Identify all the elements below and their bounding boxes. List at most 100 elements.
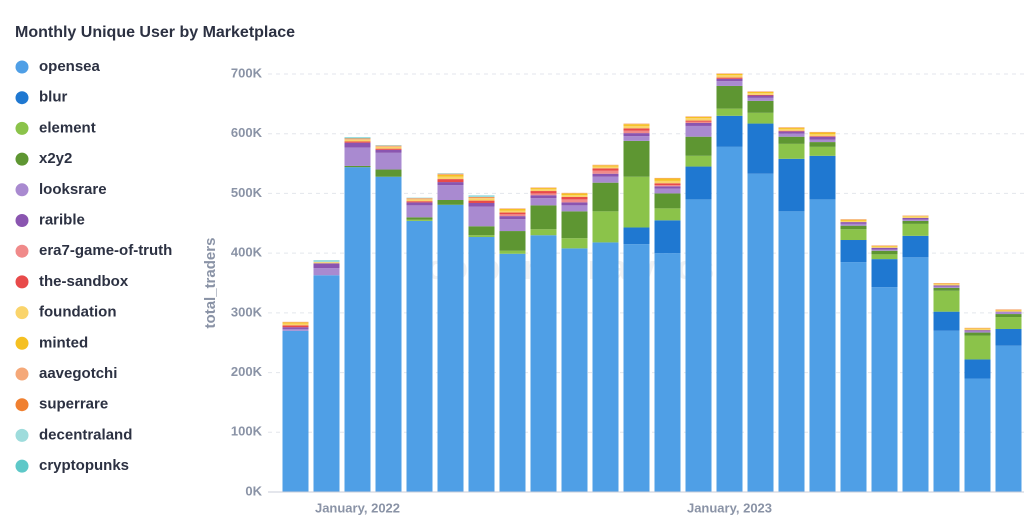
legend-swatch bbox=[15, 459, 29, 473]
bar-segment bbox=[561, 199, 588, 203]
bar-segment bbox=[623, 244, 650, 492]
bar-segment bbox=[995, 310, 1022, 312]
bar-segment bbox=[747, 94, 774, 96]
bar-segment bbox=[902, 223, 929, 236]
legend-swatch bbox=[15, 121, 29, 135]
bar-segment bbox=[902, 216, 929, 218]
bar-segment bbox=[592, 168, 619, 171]
legend-swatch bbox=[15, 244, 29, 258]
y-tick-label: 100K bbox=[231, 424, 263, 439]
bar-segment bbox=[406, 199, 433, 202]
bar-segment bbox=[344, 142, 371, 148]
legend-swatch bbox=[15, 91, 29, 105]
bar-segment bbox=[902, 220, 929, 224]
bar-segment bbox=[282, 321, 309, 323]
bar-segment bbox=[592, 242, 619, 492]
bar-segment bbox=[468, 200, 495, 203]
bar-segment bbox=[809, 136, 836, 140]
bar-segment bbox=[995, 345, 1022, 492]
bar-segment bbox=[468, 198, 495, 201]
bar-segment bbox=[406, 220, 433, 492]
bar-segment bbox=[344, 138, 371, 140]
bar-segment bbox=[437, 173, 464, 174]
bar-segment bbox=[840, 219, 867, 220]
bar-segment bbox=[654, 208, 681, 221]
bar-segment bbox=[840, 240, 867, 263]
legend-swatch bbox=[15, 306, 29, 320]
bar-segment bbox=[747, 91, 774, 94]
bar-segment bbox=[716, 74, 743, 76]
bar-segment bbox=[437, 179, 464, 183]
bar-segment bbox=[747, 93, 774, 95]
bar-segment bbox=[375, 146, 402, 149]
y-tick-label: 200K bbox=[231, 364, 263, 379]
x-tick-label: January, 2023 bbox=[687, 500, 772, 515]
bar-segment bbox=[778, 127, 805, 128]
bar-segment bbox=[406, 205, 433, 218]
bar-segment bbox=[716, 146, 743, 492]
bar-segment bbox=[654, 186, 681, 189]
bar-segment bbox=[468, 197, 495, 199]
bar-segment bbox=[964, 328, 991, 331]
bar-segment bbox=[561, 202, 588, 206]
bar-segment bbox=[282, 327, 309, 329]
y-tick-label: 500K bbox=[231, 185, 263, 200]
legend-swatch bbox=[15, 60, 29, 74]
y-axis-title: total_traders bbox=[202, 238, 219, 329]
bar-segment bbox=[840, 229, 867, 241]
bar-segment bbox=[592, 176, 619, 183]
legend-label: cryptopunks bbox=[39, 457, 129, 474]
bar-segment bbox=[437, 204, 464, 492]
bar-segment bbox=[685, 116, 712, 117]
bar-segment bbox=[964, 331, 991, 333]
bar-segment bbox=[561, 211, 588, 239]
bar-segment bbox=[592, 182, 619, 212]
bar-segment bbox=[623, 124, 650, 126]
bar-segment bbox=[313, 275, 340, 492]
bar-segment bbox=[871, 249, 898, 251]
bar-segment bbox=[530, 189, 557, 192]
bar-segment bbox=[406, 202, 433, 206]
bar-segment bbox=[282, 323, 309, 326]
bar-segment bbox=[840, 222, 867, 224]
bar-segment bbox=[995, 312, 1022, 315]
bar-segment bbox=[778, 130, 805, 132]
bar-segment bbox=[592, 164, 619, 166]
bar-segment bbox=[313, 263, 340, 269]
bar-segment bbox=[344, 139, 371, 142]
bar-segment bbox=[623, 140, 650, 177]
bar-segment bbox=[995, 317, 1022, 329]
legend-label: element bbox=[39, 119, 96, 136]
legend-swatch bbox=[15, 367, 29, 381]
bar-segment bbox=[778, 133, 805, 137]
bar-segment bbox=[840, 219, 867, 221]
bar-segment bbox=[747, 100, 774, 113]
legend-swatch bbox=[15, 398, 29, 412]
bar-segment bbox=[809, 199, 836, 492]
bar-segment bbox=[468, 237, 495, 492]
bar-segment bbox=[933, 285, 960, 287]
bar-segment bbox=[809, 146, 836, 156]
bar-segment bbox=[499, 250, 526, 254]
bar-segment bbox=[995, 309, 1022, 310]
bar-segment bbox=[716, 75, 743, 78]
bar-segment bbox=[778, 131, 805, 134]
bar-segment bbox=[561, 195, 588, 198]
bar-segment bbox=[685, 125, 712, 137]
bar-segment bbox=[406, 201, 433, 203]
bar-segment bbox=[933, 286, 960, 288]
bar-segment bbox=[995, 311, 1022, 313]
bar-segment bbox=[654, 185, 681, 187]
legend-label: looksrare bbox=[39, 181, 107, 198]
bar-segment bbox=[313, 262, 340, 264]
bar-segment bbox=[716, 77, 743, 79]
bar-segment bbox=[964, 335, 991, 360]
bar-segment bbox=[406, 197, 433, 199]
bar-segment bbox=[871, 245, 898, 246]
bar-segment bbox=[964, 378, 991, 492]
bar-segment bbox=[561, 192, 588, 194]
bar-segment bbox=[871, 245, 898, 247]
bar-segment bbox=[871, 287, 898, 492]
legend-label: rarible bbox=[39, 211, 85, 228]
bar-segment bbox=[623, 125, 650, 129]
